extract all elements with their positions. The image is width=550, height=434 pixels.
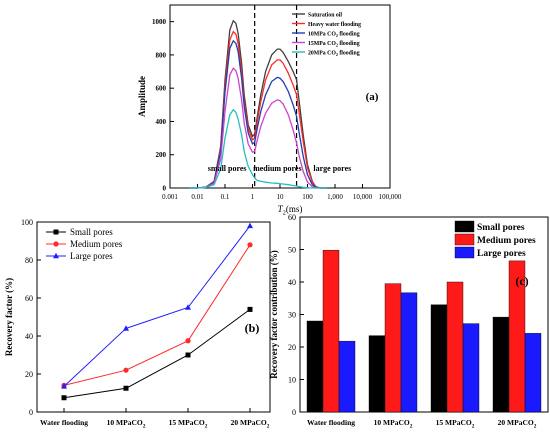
series-line xyxy=(189,67,327,189)
legend-label: Small pores xyxy=(70,227,113,237)
data-point xyxy=(247,306,253,312)
legend-label: Saturation oil xyxy=(308,13,342,19)
x-tick-label: 10 MPaCO2​ xyxy=(107,418,146,429)
x-tick-label: 1 xyxy=(251,193,255,201)
y-tick-label: 30 xyxy=(288,311,296,320)
x-tick-label: 10 xyxy=(277,193,285,201)
bar xyxy=(462,323,480,413)
y-tick-label: 0 xyxy=(292,408,296,417)
legend-label: Large pores xyxy=(70,251,113,261)
series-line xyxy=(63,308,251,399)
y-tick-label: 0 xyxy=(163,185,167,193)
x-tick-label: 1,000 xyxy=(327,193,343,201)
legend-label: Heavy water flooding xyxy=(308,22,361,28)
y-tick-label: 40 xyxy=(25,332,33,341)
legend-label: 15MPa CO2​ flooding xyxy=(308,41,360,48)
series-line xyxy=(189,39,327,189)
legend-swatch xyxy=(454,220,475,233)
x-tick-label: 0.01 xyxy=(191,193,204,201)
x-tick-label: 0.1 xyxy=(221,193,230,201)
data-point xyxy=(61,383,67,389)
bar xyxy=(400,292,418,413)
bar xyxy=(492,316,510,413)
y-tick-label: 50 xyxy=(288,246,296,255)
y-tick-label: 60 xyxy=(288,213,296,222)
series-line xyxy=(63,225,251,387)
bar xyxy=(430,304,448,413)
x-tick-label: 0.001 xyxy=(162,193,178,201)
series-line xyxy=(63,244,251,386)
data-point xyxy=(123,325,129,331)
x-tick-label: Water flooding xyxy=(307,418,355,427)
legend-label: Medium pores xyxy=(477,236,536,246)
x-tick-label: 20 MPaCO2​ xyxy=(231,418,270,429)
panel-label: (c) xyxy=(515,274,528,288)
series-line xyxy=(189,30,327,189)
y-tick-label: 60 xyxy=(25,294,33,303)
series-line xyxy=(189,108,327,189)
legend-label: Medium pores xyxy=(70,239,123,249)
panel-b-chart: 0 20 40 60 80 100 Water flooding 10 MPaCO2​ 15 M… xyxy=(4,218,271,429)
y-tick-label: 200 xyxy=(156,151,167,159)
y-tick-label: 80 xyxy=(25,256,33,265)
y-axis-label: Recovery factor contribution (%) xyxy=(269,250,279,379)
x-tick-label: 100,000 xyxy=(379,193,402,201)
bar xyxy=(446,281,464,413)
plot-frame xyxy=(36,221,271,413)
legend-swatch xyxy=(454,246,475,259)
x-tick-label: 20 MPaCO2​ xyxy=(498,418,537,429)
region-label: large pores xyxy=(313,164,351,173)
legend-marker xyxy=(53,229,59,235)
bar xyxy=(306,320,324,413)
y-tick-label: 20 xyxy=(288,343,296,352)
y-tick-label: 800 xyxy=(156,51,167,59)
data-point xyxy=(123,367,129,373)
x-tick-label: Water flooding xyxy=(40,418,88,427)
y-tick-label: 20 xyxy=(25,370,33,379)
legend-marker xyxy=(53,241,59,247)
bar xyxy=(322,249,340,413)
x-tick-label: 100 xyxy=(302,193,313,201)
data-point xyxy=(185,304,191,310)
y-tick-label: 1000 xyxy=(152,18,167,26)
x-tick-label: 10,000 xyxy=(353,193,373,201)
region-label: small pores xyxy=(208,164,247,173)
y-axis-label: Amplitude xyxy=(137,76,147,117)
series-line xyxy=(189,19,327,189)
data-point xyxy=(185,352,191,358)
x-axis-label: T2(ms) xyxy=(278,204,303,217)
y-tick-label: 100 xyxy=(21,218,33,227)
y-tick-label: 400 xyxy=(156,118,167,126)
data-point xyxy=(247,222,253,229)
y-axis-label: Recovery factor (%) xyxy=(4,278,14,356)
bar xyxy=(524,333,542,413)
legend-label: 20MPa CO2​ flooding xyxy=(308,51,360,58)
bar xyxy=(368,335,386,413)
x-tick-label: 10 MPaCO2​ xyxy=(374,418,413,429)
y-tick-label: 0 xyxy=(29,408,33,417)
legend-label: Large pores xyxy=(477,249,526,259)
y-tick-label: 10 xyxy=(288,376,296,385)
bar xyxy=(338,340,356,413)
panel-c-chart: 0 10 20 30 40 50 60 Recovery factor contributio… xyxy=(269,213,549,429)
data-point xyxy=(185,338,191,344)
panel-label: (a) xyxy=(366,91,379,103)
legend-label: 10MPa CO2​ flooding xyxy=(308,32,360,39)
data-point xyxy=(61,395,67,401)
panel-a-chart: 0 200 400 600 800 1000 0.001 0.01 0.1 1 10 100 1,000… xyxy=(137,4,402,217)
region-label: medium pores xyxy=(253,164,302,173)
legend-marker xyxy=(53,252,59,259)
data-point xyxy=(123,385,129,391)
data-point xyxy=(247,242,253,248)
legend-label: Small pores xyxy=(477,223,525,233)
y-tick-label: 40 xyxy=(288,278,296,287)
panel-label: (b) xyxy=(245,321,260,335)
bar xyxy=(384,283,402,413)
x-tick-label: 15 MPaCO2​ xyxy=(169,418,208,429)
legend-swatch xyxy=(454,233,475,246)
y-tick-label: 600 xyxy=(156,85,167,93)
x-tick-label: 15 MPaCO2​ xyxy=(436,418,475,429)
